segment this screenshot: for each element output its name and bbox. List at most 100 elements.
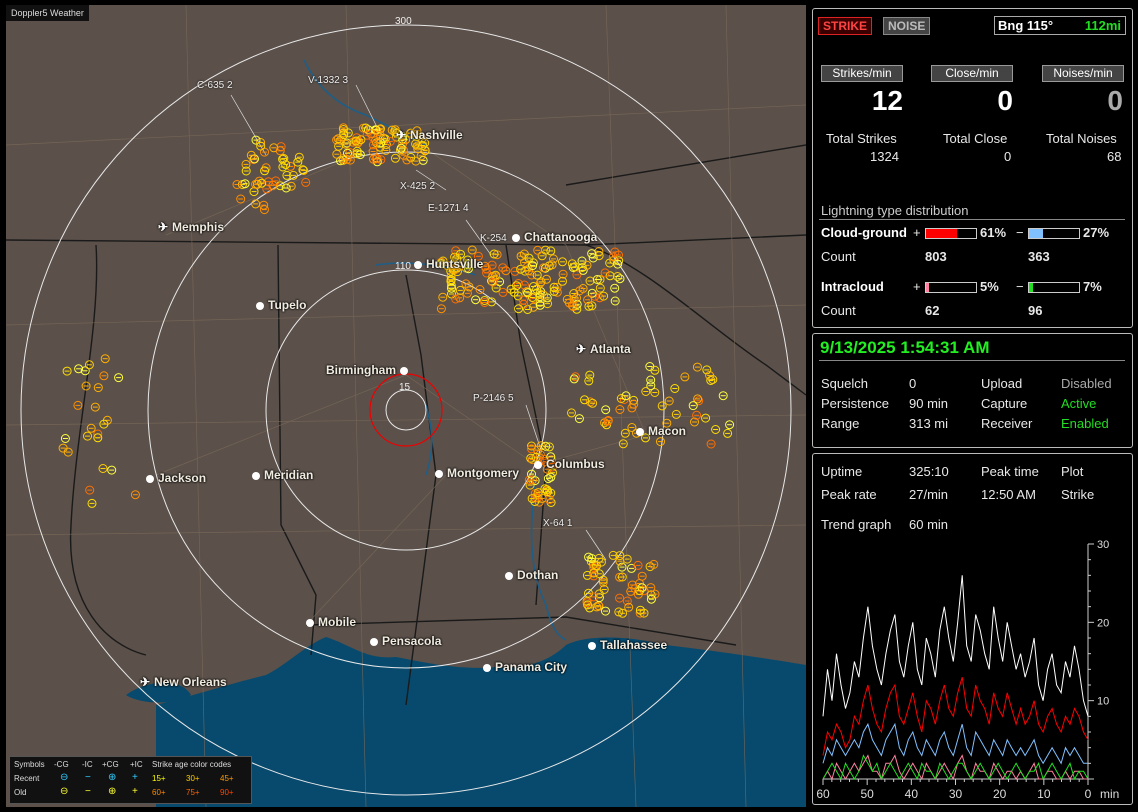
strike-marker bbox=[356, 135, 366, 145]
strike-marker bbox=[616, 394, 626, 403]
strike-marker bbox=[282, 170, 292, 180]
strike-marker bbox=[334, 141, 344, 151]
strike-marker bbox=[62, 366, 72, 376]
squelch-label: Squelch bbox=[821, 376, 868, 391]
y-tick-label: 30 bbox=[1097, 539, 1109, 551]
strike-marker bbox=[542, 464, 552, 474]
strike-marker bbox=[514, 304, 524, 314]
strike-marker bbox=[402, 155, 412, 165]
strike-marker bbox=[488, 271, 498, 281]
strike-marker bbox=[362, 130, 372, 140]
strike-marker bbox=[615, 274, 625, 284]
strike-marker bbox=[725, 420, 735, 430]
strike-marker bbox=[592, 275, 602, 284]
strike-marker bbox=[510, 266, 520, 276]
strike-marker bbox=[232, 180, 242, 189]
legend-recent-label: Recent bbox=[14, 774, 40, 783]
persistence-label: Persistence bbox=[821, 396, 889, 411]
strike-marker bbox=[567, 301, 577, 311]
strike-marker bbox=[621, 391, 631, 401]
strike-marker bbox=[86, 423, 96, 433]
strike-marker bbox=[471, 295, 481, 305]
city-pensacola: Pensacola bbox=[370, 634, 441, 648]
close-min-label: Close/min bbox=[931, 65, 1013, 82]
trend-panel: Uptime 325:10 Peak time Plot Peak rate 2… bbox=[812, 453, 1133, 805]
city-dot-icon bbox=[512, 234, 520, 242]
noise-button[interactable]: NOISE bbox=[883, 17, 931, 35]
strike-marker bbox=[527, 293, 537, 302]
strike-marker bbox=[646, 594, 656, 604]
city-dot-icon bbox=[588, 642, 596, 650]
total-close-label: Total Close bbox=[943, 131, 1008, 146]
strike-marker bbox=[489, 249, 499, 259]
strike-marker bbox=[692, 410, 702, 420]
strike-marker bbox=[279, 154, 289, 163]
divider bbox=[819, 219, 1125, 220]
strike-marker bbox=[98, 464, 108, 473]
plus-sign: + bbox=[913, 225, 921, 240]
storm-tag[interactable]: E-1271 4 bbox=[428, 203, 469, 214]
strike-marker bbox=[583, 295, 593, 305]
receiver-label: Receiver bbox=[981, 416, 1033, 431]
strike-marker bbox=[635, 605, 645, 615]
strike-marker bbox=[369, 154, 378, 164]
strike-marker bbox=[692, 362, 702, 372]
distance-value: 112mi bbox=[1084, 18, 1121, 33]
strike-marker bbox=[662, 418, 672, 428]
ring-label-300: 300 bbox=[395, 16, 412, 27]
storm-tag[interactable]: X-64 1 bbox=[543, 518, 573, 529]
strike-marker bbox=[646, 375, 656, 385]
city-dot-icon bbox=[534, 461, 542, 469]
strike-marker bbox=[592, 602, 602, 612]
strike-marker bbox=[93, 433, 103, 443]
strike-marker bbox=[281, 160, 291, 170]
plot-value[interactable]: Strike bbox=[1061, 487, 1095, 502]
pos-cg-symbol-icon: ⊕ bbox=[108, 772, 117, 783]
strike-marker bbox=[558, 257, 567, 267]
cg-label: Cloud-ground bbox=[821, 225, 907, 240]
strike-marker bbox=[624, 602, 634, 612]
strike-marker bbox=[670, 384, 680, 393]
storm-tag[interactable]: C-635 2 bbox=[197, 80, 233, 91]
strike-marker bbox=[527, 444, 536, 454]
strike-marker bbox=[637, 571, 647, 581]
strike-marker bbox=[450, 252, 460, 262]
strike-marker bbox=[473, 251, 483, 261]
strike-marker bbox=[540, 484, 550, 494]
storm-tag[interactable]: K-254 bbox=[480, 233, 507, 244]
strike-marker bbox=[381, 146, 391, 155]
strike-button[interactable]: STRIKE bbox=[818, 17, 873, 35]
trend-value[interactable]: 60 min bbox=[909, 517, 949, 532]
strike-marker bbox=[650, 365, 660, 375]
strike-marker bbox=[523, 288, 533, 298]
ic-label: Intracloud bbox=[821, 279, 884, 294]
gulf-water bbox=[156, 637, 806, 807]
city-meridian: Meridian bbox=[252, 468, 313, 482]
storm-tag[interactable]: V-1332 3 bbox=[308, 75, 349, 86]
strike-marker bbox=[392, 128, 402, 138]
strike-marker bbox=[688, 401, 698, 411]
storm-tag[interactable]: P-2146 5 bbox=[473, 393, 514, 404]
strike-marker bbox=[501, 266, 511, 276]
age-45: 45+ bbox=[220, 774, 234, 783]
uptime-label: Uptime bbox=[821, 464, 863, 479]
strike-marker bbox=[546, 246, 556, 256]
strike-marker bbox=[90, 402, 100, 412]
strike-marker bbox=[387, 125, 397, 135]
strike-marker bbox=[93, 383, 103, 393]
strike-marker bbox=[352, 149, 362, 159]
strike-marker bbox=[622, 596, 632, 606]
peak-time-value: 12:50 AM bbox=[981, 487, 1036, 502]
legend-head-pos-ic: +IC bbox=[130, 760, 143, 769]
strike-marker bbox=[547, 260, 557, 270]
age-15: 15+ bbox=[152, 774, 166, 783]
storm-tag[interactable]: X-425 2 bbox=[400, 181, 436, 192]
lightning-map[interactable]: Doppler5 Weather 300 110 15 ✈ Nashville ✈… bbox=[6, 5, 806, 807]
strike-marker bbox=[446, 275, 456, 285]
strike-marker bbox=[236, 194, 246, 204]
bearing-value: Bng 115° bbox=[998, 18, 1054, 33]
upload-value: Disabled bbox=[1061, 376, 1112, 391]
strike-marker bbox=[585, 370, 595, 380]
strike-marker bbox=[587, 288, 597, 298]
cg-neg-bar bbox=[1028, 228, 1080, 239]
